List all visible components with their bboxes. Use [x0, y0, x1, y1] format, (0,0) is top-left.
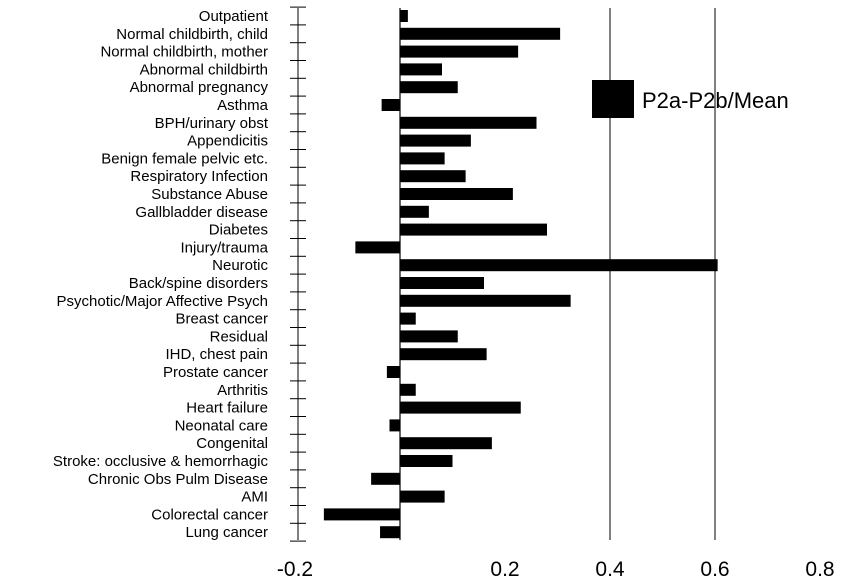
bar: [400, 437, 492, 450]
x-tick-label: 0.6: [700, 558, 729, 581]
category-label: Chronic Obs Pulm Disease: [88, 471, 268, 488]
bar: [400, 170, 466, 183]
category-label: Lung cancer: [185, 524, 268, 541]
category-label: AMI: [241, 489, 268, 506]
category-label: Gallbladder disease: [135, 204, 268, 221]
category-label: Neurotic: [212, 257, 268, 274]
category-label: Diabetes: [209, 222, 268, 239]
bar: [400, 348, 487, 361]
bar: [400, 45, 519, 58]
category-label: Colorectal cancer: [151, 506, 268, 523]
category-label: Appendicitis: [187, 133, 268, 150]
bar: [400, 134, 471, 147]
x-tick-label: -0.2: [277, 558, 313, 581]
category-label: Heart failure: [186, 400, 268, 417]
bar: [400, 401, 521, 414]
category-label: Congenital: [196, 435, 268, 452]
category-label: Neonatal care: [175, 417, 268, 434]
category-label: Prostate cancer: [163, 364, 268, 381]
category-label: Normal childbirth, mother: [100, 44, 268, 61]
category-label: Stroke: occlusive & hemorrhagic: [53, 453, 269, 470]
category-label: Benign female pelvic etc.: [101, 150, 268, 167]
bar: [400, 152, 445, 165]
category-label: Breast cancer: [175, 311, 268, 328]
bar: [400, 490, 445, 503]
legend: P2a-P2b/Mean: [592, 80, 789, 118]
category-label: Arthritis: [217, 382, 268, 399]
bar: [400, 294, 571, 307]
bar: [355, 241, 400, 254]
bar: [323, 508, 400, 521]
category-label: Abnormal childbirth: [140, 61, 268, 78]
category-label: Residual: [210, 328, 268, 345]
bar: [400, 455, 453, 467]
category-label: Respiratory Infection: [130, 168, 268, 185]
category-label: Psychotic/Major Affective Psych: [57, 293, 268, 310]
bar: [400, 81, 458, 94]
category-label: BPH/urinary obst: [155, 115, 269, 132]
bar: [400, 330, 458, 343]
category-label: IHD, chest pain: [165, 346, 268, 363]
bar: [400, 383, 416, 396]
category-label: Asthma: [217, 97, 269, 114]
category-label: Normal childbirth, child: [116, 26, 268, 43]
bar: [400, 223, 547, 236]
x-tick-label: 0.8: [805, 558, 834, 581]
x-tick-labels: -0.2 0.2 0.4 0.6 0.8: [277, 558, 835, 581]
category-label: Abnormal pregnancy: [130, 79, 269, 96]
bar: [380, 526, 400, 539]
bar: [400, 10, 408, 22]
bars: [323, 10, 718, 539]
bar: [400, 63, 442, 76]
category-label: Back/spine disorders: [129, 275, 268, 292]
bar: [400, 27, 561, 40]
y-axis: [290, 6, 306, 542]
x-tick-label: 0.4: [595, 558, 625, 581]
bar: [400, 116, 537, 129]
category-label: Outpatient: [199, 8, 269, 25]
bar: [400, 277, 484, 289]
bar: [400, 188, 513, 200]
bar: [386, 366, 400, 378]
bar: [400, 312, 416, 325]
legend-label: P2a-P2b/Mean: [642, 88, 789, 113]
category-label: Substance Abuse: [151, 186, 268, 203]
bar: [371, 472, 400, 485]
bar: [400, 205, 429, 218]
bar: [389, 419, 400, 432]
x-tick-label: 0.2: [490, 558, 519, 581]
bar: [381, 99, 400, 111]
category-label: Injury/trauma: [180, 239, 268, 256]
bar: [400, 259, 718, 272]
legend-swatch: [592, 80, 634, 118]
